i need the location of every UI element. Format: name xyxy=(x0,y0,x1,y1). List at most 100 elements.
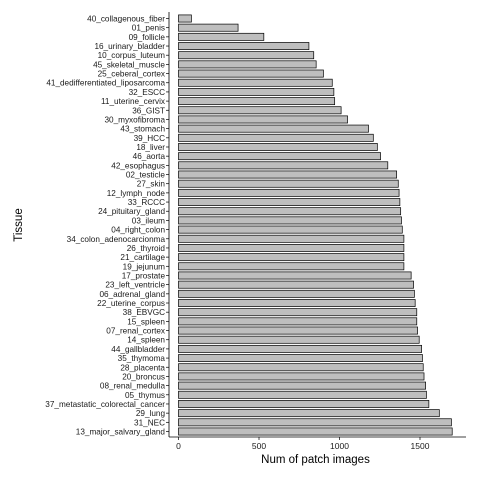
y-tick-label: 31_NEC xyxy=(134,418,165,427)
y-tick-label: 30_myxofibroma xyxy=(104,115,165,124)
y-tick-label: 05_thymus xyxy=(125,391,165,400)
y-tick-labels: 40_collagenous_fiber01_penis09_follicle1… xyxy=(45,15,165,437)
y-tick-label: 18_liver xyxy=(136,143,165,152)
bar-10_corpus_luteum xyxy=(178,51,315,60)
bar-44_gallbladder xyxy=(178,344,422,353)
y-axis-title: Tissue xyxy=(13,208,25,241)
y-tick-label: 16_urinary_bladder xyxy=(94,42,165,51)
bar-12_lymph_node xyxy=(178,188,400,197)
x-tick-label: 1000 xyxy=(330,441,349,451)
y-tick-label: 29_lung xyxy=(136,409,166,418)
x-ticks: 0 500 1000 1500 xyxy=(176,437,430,451)
y-tick-label: 32_ESCC xyxy=(129,88,165,97)
bar-33_RCCC xyxy=(178,198,401,206)
bar-25_ceberal_cortex xyxy=(178,69,324,78)
y-tick-label: 25_ceberal_cortex xyxy=(98,70,165,79)
y-tick-label: 41_dedifferentiated_liposarcoma xyxy=(46,79,165,88)
y-tick-label: 02_testicle xyxy=(126,171,166,180)
y-tick-label: 01_penis xyxy=(132,24,165,33)
y-tick-label: 17_prostate xyxy=(122,271,166,280)
y-tick-label: 14_spleen xyxy=(127,336,165,345)
bar-01_penis xyxy=(178,23,239,32)
y-tick-label: 24_pituitary_gland xyxy=(98,207,165,216)
bar-04_right_colon xyxy=(178,225,403,234)
x-axis-title: Num of patch images xyxy=(261,454,370,466)
bar-46_aorta xyxy=(178,152,381,161)
bar-29_lung xyxy=(178,409,440,418)
x-tick-label: 0 xyxy=(176,441,181,451)
y-tick-label: 19_jejunum xyxy=(123,262,166,271)
x-tick-label: 1500 xyxy=(411,441,430,451)
y-tick-label: 28_placenta xyxy=(120,363,165,372)
bar-36_GIST xyxy=(178,106,342,115)
y-tick-label: 03_ileum xyxy=(132,216,165,225)
y-tick-label: 21_cartilage xyxy=(120,253,165,262)
bar-14_spleen xyxy=(178,335,420,344)
bar-22_uterine_corpus xyxy=(178,299,416,307)
y-tick-label: 07_renal_cortex xyxy=(106,327,165,336)
y-tick-label: 39_HCC xyxy=(134,134,165,143)
y-tick-label: 27_skin xyxy=(137,180,166,189)
bar-23_left_ventricle xyxy=(178,280,414,289)
bar-31_NEC xyxy=(178,418,452,427)
bar-39_HCC xyxy=(178,133,374,142)
bar-15_spleen xyxy=(178,317,418,326)
bar-17_prostate xyxy=(178,271,412,280)
y-tick-label: 38_EBVGC xyxy=(123,308,165,317)
bar-20_broncus xyxy=(178,372,425,381)
bar-27_skin xyxy=(178,179,399,188)
bar-32_ESCC xyxy=(178,87,335,96)
bar-11_uterine_cervix xyxy=(178,97,336,106)
bar-05_thymus xyxy=(178,390,427,399)
bar-21_cartilage xyxy=(178,253,405,262)
bar-30_myxofibroma xyxy=(178,115,348,124)
x-tick-label: 500 xyxy=(252,441,266,451)
bar-07_renal_cortex xyxy=(178,326,418,335)
y-tick-label: 20_broncus xyxy=(122,372,165,381)
bar-08_renal_medulla xyxy=(178,381,426,390)
bar-34_colon_adenocarcionma xyxy=(178,234,405,243)
bar-42_esophagus xyxy=(178,161,389,170)
bar-19_jejunum xyxy=(178,262,405,271)
y-tick-label: 04_right_colon xyxy=(111,226,165,235)
bar-09_follicle xyxy=(178,32,265,41)
y-ticks xyxy=(166,18,169,432)
y-tick-label: 13_major_salvary_gland xyxy=(76,428,166,437)
bar-06_adrenal_gland xyxy=(178,289,415,298)
y-tick-label: 46_aorta xyxy=(133,152,166,161)
y-tick-label: 06_adrenal_gland xyxy=(99,290,165,299)
y-tick-label: 35_thymoma xyxy=(118,354,166,363)
y-tick-label: 44_gallbladder xyxy=(111,345,165,354)
bar-45_skeletal_muscle xyxy=(178,60,317,69)
y-tick-label: 37_metastatic_colorectal_cancer xyxy=(45,400,165,409)
y-tick-label: 40_collagenous_fiber xyxy=(87,15,165,24)
y-tick-label: 43_stomach xyxy=(120,125,165,134)
bar-40_collagenous_fiber xyxy=(178,14,192,23)
y-tick-label: 08_renal_medulla xyxy=(100,382,166,391)
bar-41_dedifferentiated_liposarcoma xyxy=(178,78,333,87)
y-tick-label: 15_spleen xyxy=(127,317,165,326)
bar-37_metastatic_colorectal_cancer xyxy=(178,400,430,408)
y-tick-label: 12_lymph_node xyxy=(107,189,166,198)
y-tick-label: 34_colon_adenocarcionma xyxy=(67,235,166,244)
y-tick-label: 10_corpus_luteum xyxy=(98,51,166,60)
bar-28_placenta xyxy=(178,363,424,372)
bars-layer xyxy=(178,14,453,436)
y-tick-label: 23_left_ventricle xyxy=(105,281,165,290)
y-tick-label: 11_uterine_cervix xyxy=(101,97,165,106)
y-tick-label: 45_skeletal_muscle xyxy=(93,60,165,69)
bar-16_urinary_bladder xyxy=(178,42,310,50)
bar-38_EBVGC xyxy=(178,308,418,317)
bar-24_pituitary_gland xyxy=(178,207,402,216)
y-tick-label: 26_thyroid xyxy=(127,244,166,253)
bar-35_thymoma xyxy=(178,354,423,363)
y-tick-label: 09_follicle xyxy=(129,33,166,42)
y-tick-label: 36_GIST xyxy=(132,106,165,115)
bar-18_liver xyxy=(178,143,378,151)
y-tick-label: 33_RCCC xyxy=(128,198,165,207)
bar-26_thyroid xyxy=(178,244,405,252)
y-tick-label: 42_esophagus xyxy=(111,161,165,170)
bar-02_testicle xyxy=(178,170,398,179)
bar-13_major_salvary_gland xyxy=(178,427,453,436)
